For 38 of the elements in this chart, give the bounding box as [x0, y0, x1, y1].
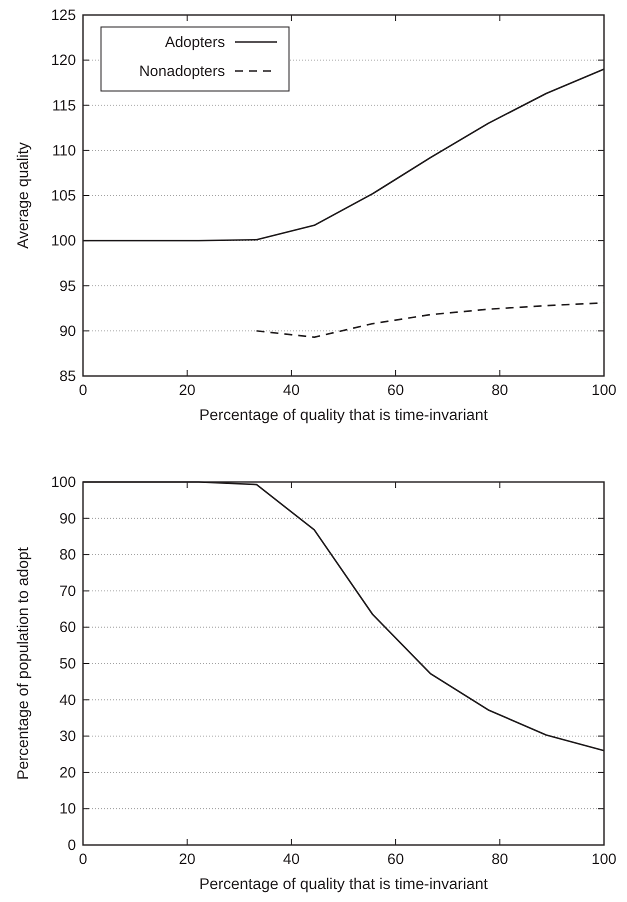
x-tick-label: 20 — [178, 851, 196, 868]
y-tick-label: 80 — [59, 546, 76, 564]
y-tick-label: 70 — [59, 582, 76, 600]
x-axis-title: Percentage of quality that is time-invariant — [199, 407, 488, 424]
y-tick-label: 125 — [50, 7, 76, 24]
x-tick-label: 0 — [78, 851, 88, 868]
y-tick-label: 110 — [52, 142, 76, 160]
y-tick-label: 40 — [59, 692, 76, 709]
y-axis-title: Average quality — [15, 142, 32, 249]
y-tick-label: 60 — [59, 619, 76, 636]
y-tick-label: 90 — [59, 322, 76, 340]
x-tick-label: 80 — [491, 851, 508, 868]
y-tick-label: 30 — [59, 728, 76, 746]
x-tick-label: 60 — [387, 382, 404, 399]
x-tick-label: 20 — [178, 382, 196, 399]
legend-label: Adopters — [164, 34, 225, 51]
y-tick-label: 20 — [59, 764, 76, 782]
y-tick-label: 105 — [50, 188, 76, 204]
x-tick-label: 100 — [591, 382, 617, 399]
y-tick-label: 115 — [52, 97, 76, 114]
x-tick-label: 60 — [387, 851, 404, 868]
y-tick-label: 85 — [59, 368, 76, 385]
y-tick-label: 10 — [59, 800, 76, 818]
y-axis-title: Percentage of population to adopt — [15, 546, 32, 780]
y-tick-label: 95 — [59, 278, 76, 295]
y-tick-label: 120 — [50, 52, 76, 70]
y-tick-label: 100 — [50, 232, 76, 250]
y-tick-label: 90 — [59, 510, 76, 528]
x-tick-label: 80 — [491, 382, 508, 399]
x-axis-title: Percentage of quality that is time-invariant — [199, 876, 488, 893]
x-tick-label: 100 — [591, 851, 617, 868]
y-tick-label: 0 — [68, 837, 76, 854]
legend-label: Nonadopters — [139, 63, 225, 80]
x-tick-label: 0 — [78, 382, 88, 399]
x-tick-label: 40 — [283, 851, 300, 868]
y-tick-label: 50 — [59, 656, 76, 672]
y-tick-label: 100 — [50, 474, 76, 491]
x-tick-label: 40 — [283, 382, 300, 399]
